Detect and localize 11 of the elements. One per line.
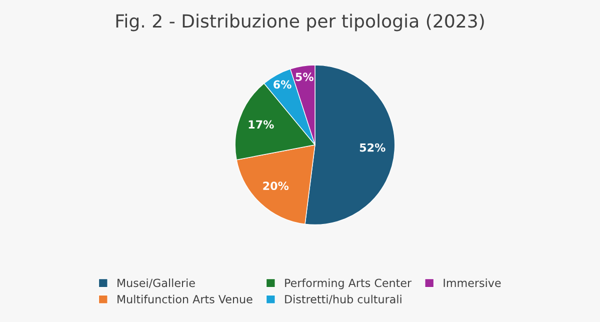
legend-label: Musei/Gallerie <box>118 278 195 288</box>
data-label: 17% <box>248 120 274 129</box>
data-label: 20% <box>263 182 289 190</box>
data-label: 52% <box>360 143 386 152</box>
legend-label: Distretti/hub culturali <box>285 294 402 304</box>
legend-label: Multifunction Arts Venue <box>118 294 252 304</box>
legend-label: Performing Arts Center <box>285 278 412 290</box>
data-label: 6% <box>274 80 292 89</box>
chart-title: Fig. 2 - Distribuzione per tipologia (2023) <box>116 14 484 32</box>
legend-label: Immersive <box>444 278 501 288</box>
data-label: 5% <box>296 72 314 82</box>
